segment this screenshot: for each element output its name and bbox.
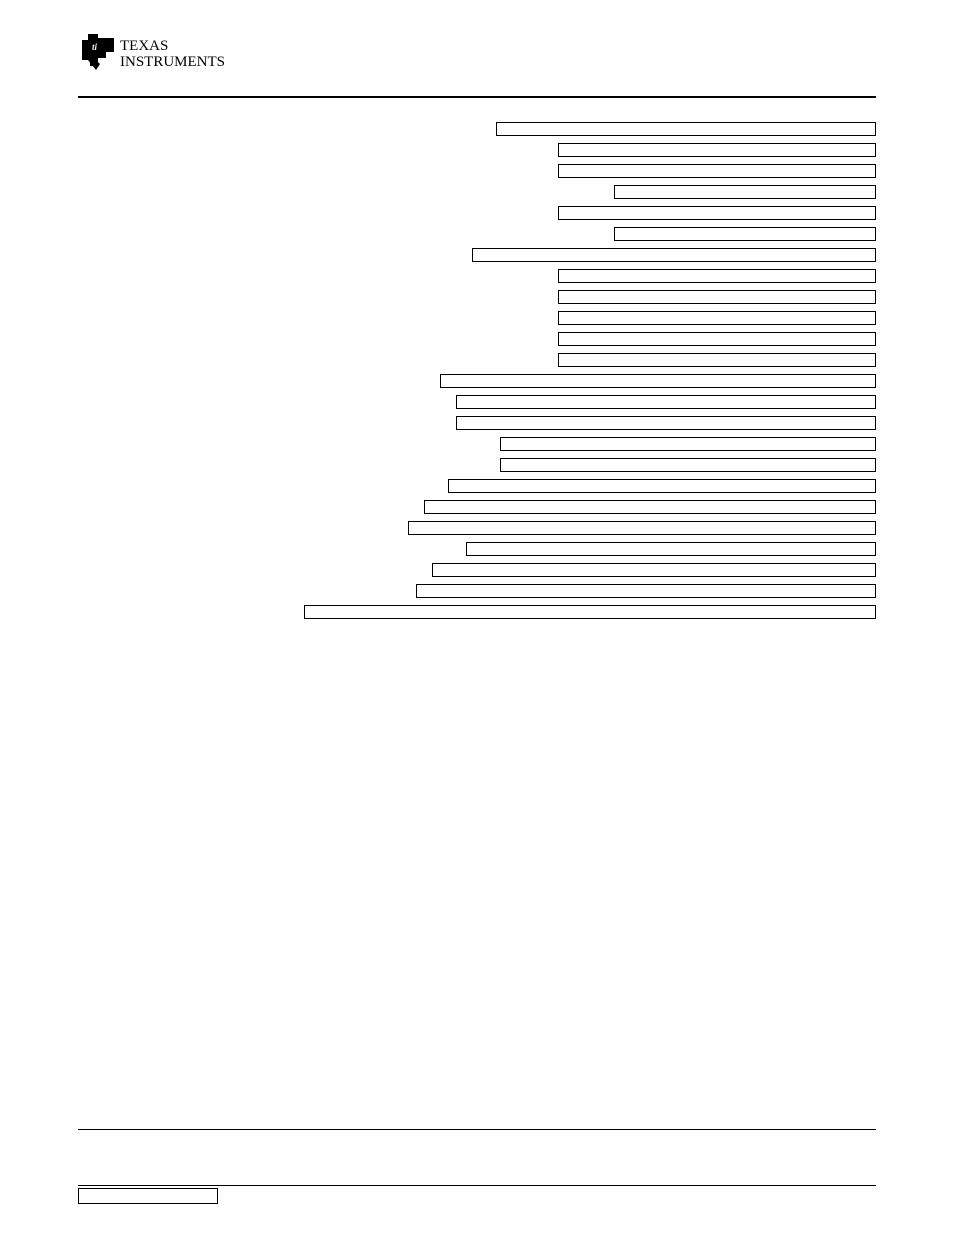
bar-row [78,475,876,496]
bar-chart [78,118,876,622]
bar-rect [432,563,876,577]
bar-rect [558,143,876,157]
bar-row [78,160,876,181]
bar-rect [496,122,876,136]
bar-rect [614,185,876,199]
logo-text-top: TEXAS [120,38,168,54]
bar-rect [614,227,876,241]
bar-row [78,118,876,139]
bar-row [78,601,876,622]
ti-chip-icon: ti [82,34,114,70]
bar-rect [440,374,876,388]
bar-row [78,265,876,286]
bar-rect [456,416,876,430]
bar-row [78,181,876,202]
bar-rect [500,437,876,451]
bar-row [78,517,876,538]
bar-rect [558,290,876,304]
bar-row [78,370,876,391]
bar-rect [456,395,876,409]
bar-rect [466,542,876,556]
bar-rect [424,500,876,514]
bar-rect [416,584,876,598]
bar-row [78,139,876,160]
svg-text:ti: ti [92,42,98,52]
bar-row [78,559,876,580]
bar-rect [448,479,876,493]
bar-rect [558,353,876,367]
ti-logo: ti TEXAS INSTRUMENTS [78,30,228,74]
bar-row [78,307,876,328]
bottom-rule-1 [78,1129,876,1130]
bar-row [78,412,876,433]
bar-row [78,538,876,559]
logo-text-bottom: INSTRUMENTS [120,54,225,70]
bar-rect [558,164,876,178]
bar-rect [304,605,876,619]
bar-row [78,286,876,307]
bar-row [78,223,876,244]
bar-rect [558,311,876,325]
bar-rect [500,458,876,472]
bar-row [78,391,876,412]
bar-row [78,496,876,517]
bar-row [78,244,876,265]
bar-row [78,454,876,475]
bar-row [78,580,876,601]
bar-row [78,202,876,223]
bar-row [78,433,876,454]
bar-rect [558,332,876,346]
footer-box [78,1188,218,1204]
bar-rect [472,248,876,262]
bottom-rule-2 [78,1185,876,1186]
bar-rect [408,521,876,535]
top-rule [78,96,876,98]
bar-row [78,328,876,349]
bar-row [78,349,876,370]
bar-rect [558,269,876,283]
bar-rect [558,206,876,220]
